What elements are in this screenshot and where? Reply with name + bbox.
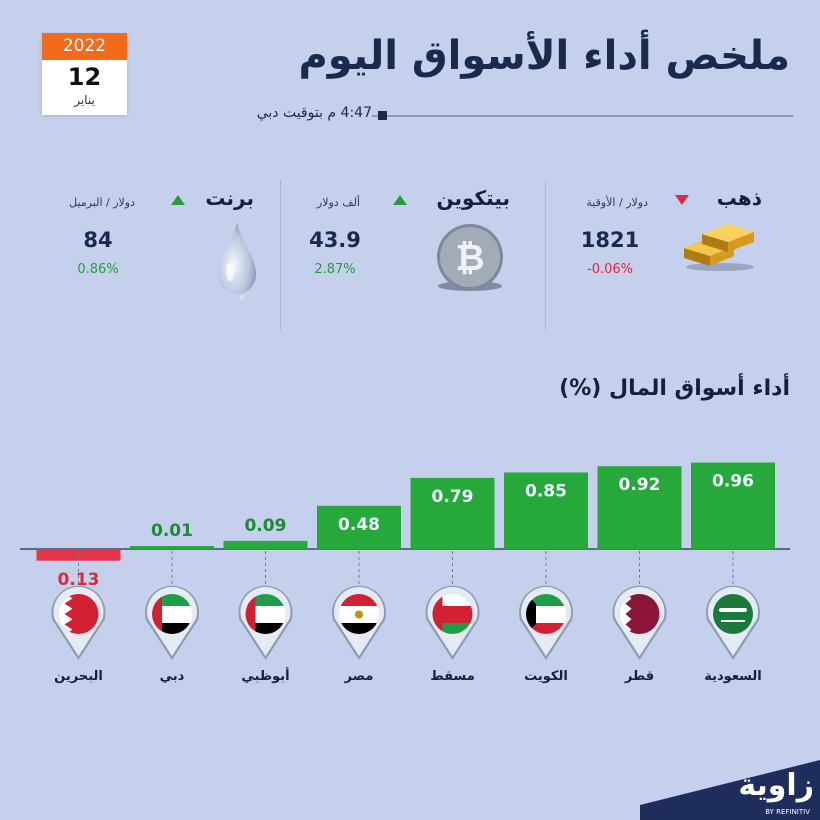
gold-unit: دولار / الأوقية (586, 196, 648, 209)
bar-1 (597, 466, 682, 549)
timestamp: 4:47 م بتوقيت دبي (210, 105, 372, 121)
bar-value-label: 0.01 (151, 521, 193, 541)
bar-4 (317, 505, 401, 549)
brent-unit: دولار / البرميل (69, 196, 135, 209)
page-title: ملخص أداء الأسواق اليوم (298, 33, 790, 79)
category-label: قطر (624, 669, 654, 684)
gold-bars-icon (684, 224, 754, 271)
bitcoin-value: 43.9 (309, 228, 361, 252)
oman-flag-icon (425, 585, 480, 660)
gold-change: -0.06% (587, 262, 633, 277)
arrow-up-icon (171, 195, 185, 205)
time-bullet (378, 111, 387, 120)
commodity-divider (545, 180, 546, 330)
kuwait-flag-icon (518, 585, 573, 660)
uae-flag-icon (238, 585, 293, 660)
refinitiv-label: BY REFINITIV (765, 808, 810, 816)
brent-value: 84 (83, 228, 113, 252)
qatar-flag-icon (612, 585, 667, 660)
gold-value: 1821 (580, 228, 640, 252)
bitcoin-name: بيتكوين (436, 186, 510, 210)
arrow-down-icon (675, 195, 689, 205)
bar-2 (504, 472, 588, 549)
oil-drop-icon (218, 222, 256, 301)
date-day: 12 (67, 63, 102, 91)
bar-6 (130, 546, 214, 549)
bar-value-label: 0.79 (432, 487, 474, 507)
category-label: البحرين (54, 669, 103, 684)
category-label: أبوظبي (241, 667, 289, 684)
bitcoin-icon: ₿ (437, 224, 503, 291)
date-badge: 2022 12 يناير (42, 33, 127, 115)
bar-value-label: 0.09 (245, 516, 287, 536)
bar-5 (223, 540, 308, 549)
title-underline (218, 115, 793, 117)
bar-0 (691, 462, 775, 549)
category-label: مصر (344, 669, 374, 684)
bar-value-label: 0.13 (58, 570, 100, 590)
gold-name: ذهب (716, 186, 762, 210)
commodity-divider (280, 180, 281, 330)
date-month: يناير (74, 93, 95, 107)
bar-3 (410, 477, 495, 549)
category-label: الكويت (524, 669, 568, 684)
markets-bar-chart: 0.96 السعودية 0.92 قطر 0.85 الكويت 0.79 مسقط 0.4… (20, 462, 790, 684)
brent-name: برنت (205, 186, 254, 210)
date-year: 2022 (42, 33, 127, 60)
bahrain-flag-icon (51, 585, 106, 660)
category-label: السعودية (704, 669, 762, 684)
uae-flag-icon (145, 585, 199, 660)
bar-value-label: 0.48 (338, 515, 380, 535)
bitcoin-unit: ألف دولار (316, 196, 360, 209)
category-label: دبي (160, 669, 185, 684)
bar-value-label: 0.92 (619, 475, 661, 495)
markets-chart-title: أداء أسواق المال (%) (559, 376, 790, 401)
saudi-flag-icon (706, 585, 760, 660)
zawya-logo: زاوية (738, 768, 814, 803)
bitcoin-change: 2.87% (314, 262, 356, 277)
logo-banner (640, 760, 820, 820)
brent-change: 0.86% (77, 262, 119, 277)
bar-7 (36, 549, 121, 561)
arrow-up-icon (393, 195, 407, 205)
bar-value-label: 0.85 (525, 482, 567, 502)
bar-value-label: 0.96 (712, 472, 754, 492)
egypt-flag-icon (332, 585, 386, 660)
svg-text:₿: ₿ (455, 238, 484, 279)
category-label: مسقط (430, 669, 475, 684)
